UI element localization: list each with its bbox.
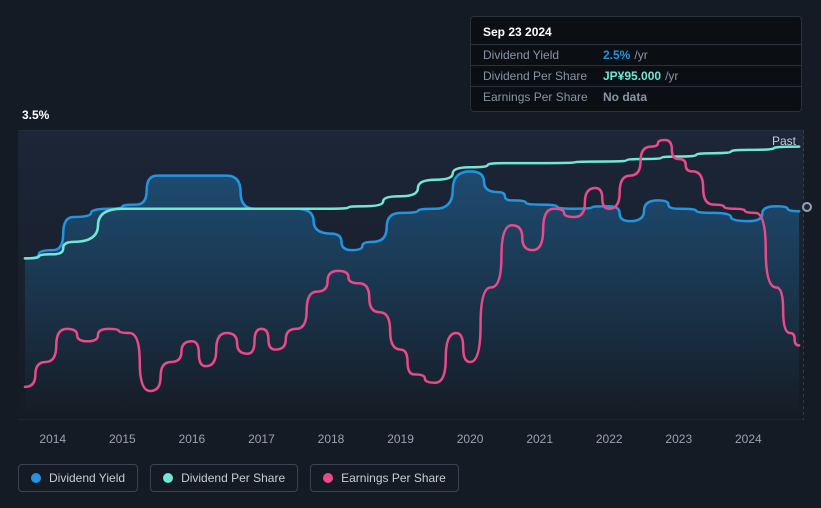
- tooltip-row-label: Earnings Per Share: [483, 90, 603, 104]
- chart-plot-area: Past: [18, 130, 804, 420]
- tooltip-date: Sep 23 2024: [471, 23, 801, 44]
- x-tick: 2016: [179, 432, 206, 446]
- x-tick: 2017: [248, 432, 275, 446]
- legend-item[interactable]: Dividend Per Share: [150, 464, 298, 492]
- x-tick: 2022: [596, 432, 623, 446]
- tooltip-row-label: Dividend Per Share: [483, 69, 603, 83]
- tooltip-row-suffix: /yr: [634, 48, 647, 62]
- x-tick: 2018: [318, 432, 345, 446]
- x-tick: 2015: [109, 432, 136, 446]
- tooltip-box: Sep 23 2024 Dividend Yield2.5%/yrDividen…: [470, 16, 802, 112]
- tooltip-row-label: Dividend Yield: [483, 48, 603, 62]
- legend-item[interactable]: Earnings Per Share: [310, 464, 459, 492]
- x-tick: 2020: [457, 432, 484, 446]
- y-tick-max: 3.5%: [22, 108, 49, 122]
- tooltip-row: Dividend Yield2.5% /yr: [471, 44, 801, 65]
- tooltip-row: Dividend Per ShareJP¥95.000/yr: [471, 65, 801, 86]
- legend-label: Dividend Yield: [49, 471, 125, 485]
- tooltip-row: Earnings Per ShareNo data: [471, 86, 801, 107]
- tooltip-row-value: 2.5%: [603, 48, 630, 62]
- legend: Dividend Yield Dividend Per Share Earnings…: [18, 464, 459, 492]
- x-tick: 2014: [39, 432, 66, 446]
- legend-item[interactable]: Dividend Yield: [18, 464, 138, 492]
- legend-label: Earnings Per Share: [341, 471, 446, 485]
- x-tick: 2021: [526, 432, 553, 446]
- legend-label: Dividend Per Share: [181, 471, 285, 485]
- x-tick: 2023: [665, 432, 692, 446]
- tooltip-row-value: JP¥95.000: [603, 69, 661, 83]
- x-tick: 2019: [387, 432, 414, 446]
- tooltip-row-value: No data: [603, 90, 647, 104]
- tooltip-row-suffix: /yr: [665, 69, 678, 83]
- x-tick: 2024: [735, 432, 762, 446]
- legend-swatch-icon: [31, 473, 41, 483]
- past-label: Past: [772, 134, 796, 148]
- past-dot-icon: [802, 202, 812, 212]
- legend-swatch-icon: [323, 473, 333, 483]
- legend-swatch-icon: [163, 473, 173, 483]
- chart-svg: [18, 130, 804, 420]
